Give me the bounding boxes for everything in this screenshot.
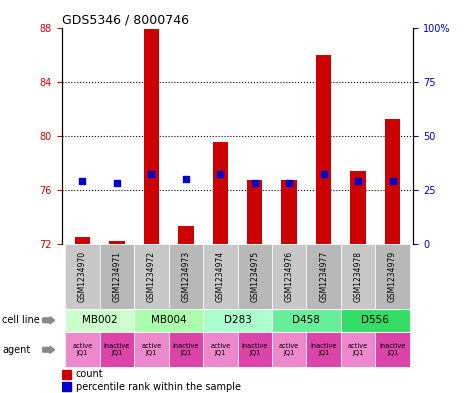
Bar <box>306 244 341 309</box>
Text: GSM1234972: GSM1234972 <box>147 251 156 301</box>
Bar <box>134 244 169 309</box>
Bar <box>212 142 228 244</box>
Bar <box>100 332 134 367</box>
Text: GSM1234973: GSM1234973 <box>181 250 190 302</box>
Text: GSM1234979: GSM1234979 <box>388 250 397 302</box>
Text: active
JQ1: active JQ1 <box>279 343 299 356</box>
Bar <box>238 244 272 309</box>
Bar <box>247 180 263 244</box>
Point <box>320 171 327 178</box>
Point <box>182 176 190 182</box>
Text: GSM1234978: GSM1234978 <box>353 251 362 301</box>
Text: inactive
JQ1: inactive JQ1 <box>380 343 406 356</box>
Point <box>217 171 224 178</box>
Text: D556: D556 <box>361 315 390 325</box>
Bar <box>65 332 100 367</box>
Bar <box>238 332 272 367</box>
Bar <box>375 332 410 367</box>
Text: GSM1234970: GSM1234970 <box>78 250 87 302</box>
Bar <box>65 244 100 309</box>
Text: GSM1234974: GSM1234974 <box>216 250 225 302</box>
Bar <box>203 332 238 367</box>
Bar <box>341 244 375 309</box>
Bar <box>272 309 341 332</box>
Text: count: count <box>76 369 104 379</box>
Text: GSM1234971: GSM1234971 <box>113 251 122 301</box>
Bar <box>351 171 366 244</box>
Bar <box>169 332 203 367</box>
Bar <box>62 382 70 391</box>
Text: active
JQ1: active JQ1 <box>141 343 162 356</box>
Text: inactive
JQ1: inactive JQ1 <box>104 343 130 356</box>
Text: inactive
JQ1: inactive JQ1 <box>311 343 337 356</box>
Bar <box>178 226 194 244</box>
Text: percentile rank within the sample: percentile rank within the sample <box>76 382 241 391</box>
Bar <box>306 332 341 367</box>
Text: D458: D458 <box>293 315 320 325</box>
Bar <box>134 309 203 332</box>
Bar <box>272 244 306 309</box>
Bar <box>316 55 332 244</box>
Text: agent: agent <box>2 345 30 355</box>
Bar <box>341 332 375 367</box>
Bar <box>203 309 272 332</box>
Text: MB004: MB004 <box>151 315 186 325</box>
Point <box>285 180 293 186</box>
Text: active
JQ1: active JQ1 <box>72 343 93 356</box>
Point <box>79 178 86 184</box>
Text: GSM1234975: GSM1234975 <box>250 250 259 302</box>
Text: GSM1234976: GSM1234976 <box>285 250 294 302</box>
Bar <box>272 332 306 367</box>
Text: GSM1234977: GSM1234977 <box>319 250 328 302</box>
Bar <box>282 180 297 244</box>
Text: inactive
JQ1: inactive JQ1 <box>242 343 268 356</box>
Text: cell line: cell line <box>2 315 40 325</box>
Bar <box>341 309 410 332</box>
Bar <box>75 237 90 244</box>
Point <box>389 178 396 184</box>
Bar <box>109 241 124 244</box>
Bar <box>203 244 238 309</box>
Bar <box>62 370 70 379</box>
Text: active
JQ1: active JQ1 <box>210 343 230 356</box>
Text: MB002: MB002 <box>82 315 117 325</box>
Bar <box>385 119 400 244</box>
Bar <box>169 244 203 309</box>
Text: active
JQ1: active JQ1 <box>348 343 368 356</box>
Bar <box>134 332 169 367</box>
Text: D283: D283 <box>224 315 251 325</box>
Bar <box>100 244 134 309</box>
Point <box>251 180 258 186</box>
Point <box>148 171 155 178</box>
Bar <box>375 244 410 309</box>
Bar <box>65 309 134 332</box>
Bar <box>143 29 159 244</box>
Text: GDS5346 / 8000746: GDS5346 / 8000746 <box>62 13 189 26</box>
Text: inactive
JQ1: inactive JQ1 <box>172 343 199 356</box>
Point <box>113 180 121 186</box>
Point <box>354 178 362 184</box>
